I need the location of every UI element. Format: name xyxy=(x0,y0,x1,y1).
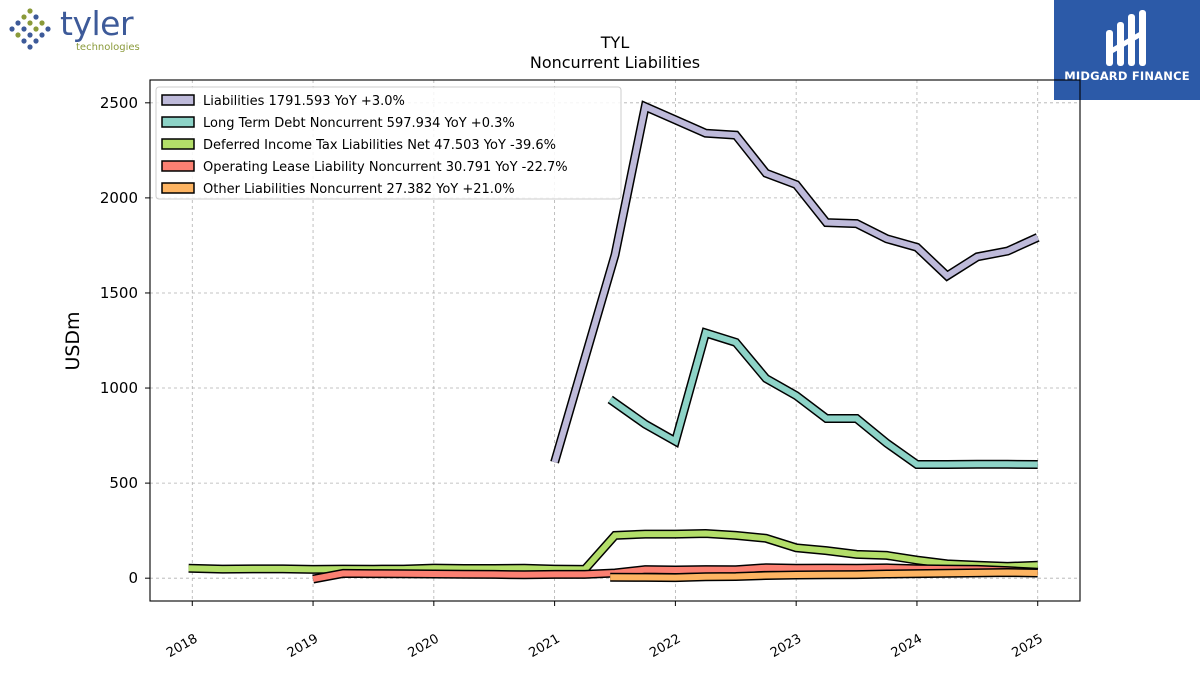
x-tick-label: 2019 xyxy=(285,631,321,661)
x-tick-label: 2025 xyxy=(1010,631,1046,661)
series-line-1 xyxy=(550,100,1040,464)
series-line-4 xyxy=(312,563,1038,584)
legend-entry: Operating Lease Liability Noncurrent 30.… xyxy=(203,160,568,175)
x-tick-label: 2020 xyxy=(406,631,442,661)
x-tick-label: 2023 xyxy=(768,631,804,661)
midgard-logo: MIDGARD FINANCE xyxy=(1054,0,1200,100)
midgard-mark-icon xyxy=(1106,10,1146,66)
tyler-logo-subtext: technologies xyxy=(76,42,140,53)
legend-entry: Deferred Income Tax Liabilities Net 47.5… xyxy=(203,138,556,153)
x-tick-label: 2018 xyxy=(164,631,200,661)
y-tick-label: 500 xyxy=(109,474,138,492)
y-tick-label: 2000 xyxy=(100,189,138,207)
plot-frame xyxy=(149,79,1081,602)
legend-swatch xyxy=(161,94,195,106)
tyler-logo-text: tyler xyxy=(60,4,134,43)
series-lines xyxy=(188,100,1040,584)
y-axis-label: USDm xyxy=(62,311,84,370)
y-tick-label: 2500 xyxy=(100,94,138,112)
series-line-5 xyxy=(610,567,1038,583)
tyler-dots-icon xyxy=(9,8,51,50)
series-line-3 xyxy=(188,528,1038,574)
y-tick-label: 1500 xyxy=(100,284,138,302)
chart-subtitle: Noncurrent Liabilities xyxy=(530,53,700,72)
y-tick-label: 1000 xyxy=(100,379,138,397)
midgard-logo-text: MIDGARD FINANCE xyxy=(1064,69,1190,83)
x-tick-label: 2022 xyxy=(647,631,683,661)
legend-swatch xyxy=(161,160,195,172)
legend-entry: Liabilities 1791.593 YoY +3.0% xyxy=(203,94,405,109)
x-tick-label: 2024 xyxy=(889,631,925,661)
y-axis: 0 500 1000 1500 2000 2500 xyxy=(100,94,150,587)
y-tick-label: 0 xyxy=(128,569,138,587)
legend-swatch xyxy=(161,138,195,150)
legend-box xyxy=(155,86,622,200)
x-tick-label: 2021 xyxy=(526,631,562,661)
x-axis: 2018 2019 2020 2021 2022 2023 2024 2025 xyxy=(164,601,1046,661)
legend-entry: Long Term Debt Noncurrent 597.934 YoY +0… xyxy=(203,116,515,131)
tyler-logo: tyler technologies xyxy=(4,4,149,54)
chart-title: TYL xyxy=(600,33,630,52)
legend-entry: Other Liabilities Noncurrent 27.382 YoY … xyxy=(203,182,515,197)
legend-swatch xyxy=(161,116,195,128)
series-line-2 xyxy=(607,327,1038,469)
legend: Liabilities 1791.593 YoY +3.0% Long Term … xyxy=(155,86,622,200)
legend-swatch xyxy=(161,182,195,194)
